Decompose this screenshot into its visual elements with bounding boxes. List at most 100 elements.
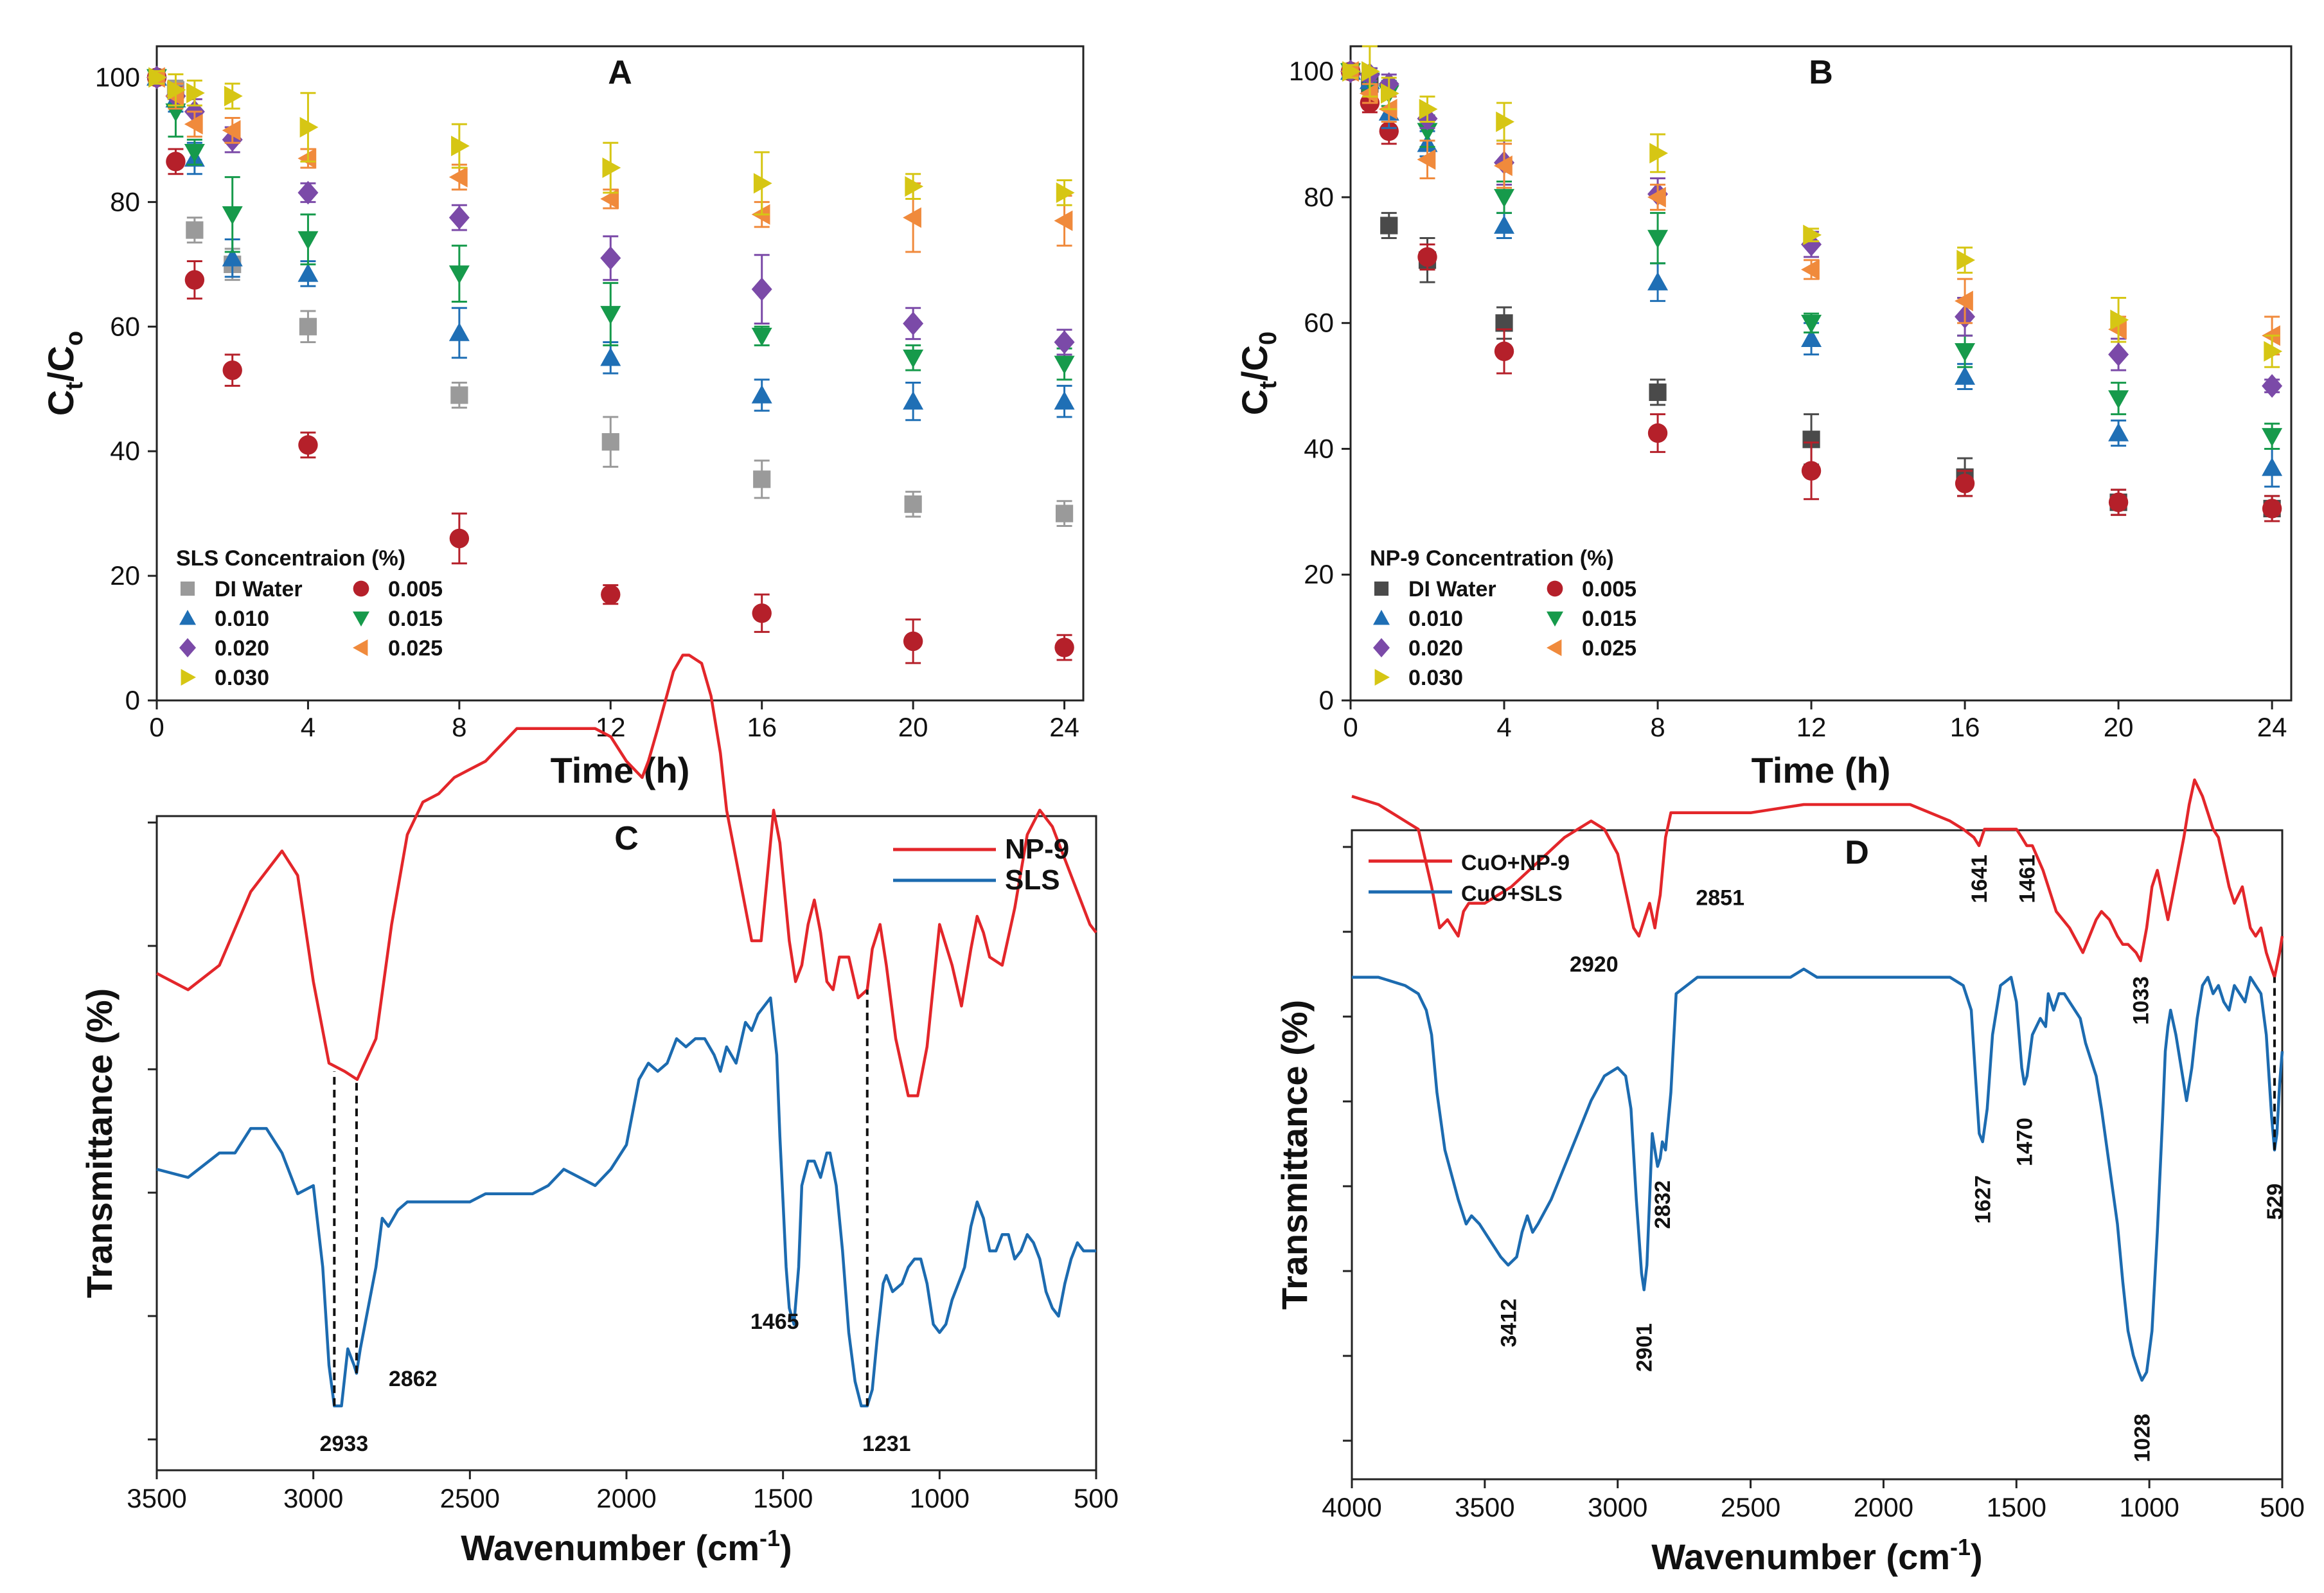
data-point <box>1649 383 1667 401</box>
y-tick-label: 20 <box>1304 559 1334 589</box>
y-axis-label: Transmittance (%) <box>79 988 120 1298</box>
legend-label: 0.015 <box>388 607 443 631</box>
x-axis-label-superscript: -1 <box>759 1525 780 1551</box>
panel-title: A <box>608 54 632 91</box>
data-point <box>299 117 319 138</box>
peak-label: 1641 <box>1967 855 1992 903</box>
data-point <box>2264 341 2283 362</box>
series-0-005 <box>1340 61 2282 522</box>
x-tick-label: 500 <box>2260 1492 2305 1522</box>
data-point <box>1380 83 1399 104</box>
data-point <box>903 207 921 228</box>
data-point <box>1494 215 1515 234</box>
peak-label: 529 <box>2263 1184 2287 1220</box>
data-point <box>167 79 186 100</box>
x-tick-label: 24 <box>1049 712 1079 742</box>
legend-marker <box>1374 581 1389 596</box>
data-point <box>1803 224 1822 245</box>
spectrum-cuo-sls <box>1352 967 2284 1382</box>
x-tick-label: 12 <box>1796 712 1827 742</box>
x-tick-label: 4 <box>301 712 315 742</box>
legend-marker <box>1547 611 1563 627</box>
legend-label: 0.005 <box>1582 577 1637 601</box>
legend-marker <box>179 610 196 625</box>
y-tick-label: 60 <box>110 311 140 341</box>
y-axis-label-subscript: 0 <box>1255 332 1282 345</box>
data-point <box>2108 319 2127 340</box>
data-point <box>1647 229 1669 249</box>
y-axis-label-part: C <box>40 390 81 416</box>
x-tick-label: 3000 <box>283 1483 343 1513</box>
data-point <box>448 206 470 230</box>
x-tick-label: 4000 <box>1322 1492 1381 1522</box>
data-point <box>1801 328 1822 347</box>
legend-label: NP-9 <box>1005 833 1069 865</box>
data-point <box>1649 143 1669 164</box>
y-axis-label-part: /C <box>40 346 81 382</box>
x-axis-label-superscript: -1 <box>1950 1534 1971 1560</box>
x-axis-label-part: Wavenumber (cm <box>1651 1536 1950 1577</box>
spectrum-sls <box>156 996 1096 1408</box>
data-point <box>2262 428 2283 447</box>
data-point <box>752 603 772 623</box>
data-point <box>751 328 772 346</box>
data-point <box>1054 637 1074 657</box>
series-0-030 <box>148 67 1075 216</box>
peak-label: 1028 <box>2131 1414 2155 1463</box>
panel-title: D <box>1845 834 1869 871</box>
data-point <box>751 277 772 301</box>
peak-label: 2920 <box>1570 952 1619 977</box>
data-point <box>450 386 468 404</box>
x-tick-label: 3500 <box>1455 1492 1514 1522</box>
x-tick-label: 16 <box>1950 712 1980 742</box>
panel-d: 4000 3500 3000 2500 2000 1500 1000 500 D Wavenumb… <box>1274 778 2305 1577</box>
peak-label: 3412 <box>1496 1299 1521 1348</box>
peak-label: 2933 <box>319 1432 368 1456</box>
data-point <box>297 181 319 205</box>
data-point <box>224 85 243 107</box>
data-point <box>1955 474 1975 494</box>
data-point <box>2262 499 2282 519</box>
data-point <box>1647 423 1668 443</box>
data-point <box>1417 247 1437 267</box>
y-axis-label-subscript: t <box>61 382 88 390</box>
data-point <box>2262 374 2283 398</box>
data-point <box>166 152 186 172</box>
peak-label: 1627 <box>1971 1175 1996 1224</box>
spectrum-np-9 <box>155 654 1097 1098</box>
panel-title: C <box>614 820 639 857</box>
data-point <box>448 322 470 341</box>
x-tick-label: 3000 <box>1588 1492 1647 1522</box>
x-axis-label: Wavenumber (cm-1) <box>1651 1534 1982 1577</box>
data-point <box>753 173 772 194</box>
data-point <box>1801 314 1822 334</box>
data-point <box>1419 98 1438 120</box>
data-point <box>600 306 621 325</box>
y-tick-label: 80 <box>110 186 140 217</box>
x-tick-label: 500 <box>1074 1483 1119 1513</box>
data-point <box>602 157 621 179</box>
peak-label: 1461 <box>2015 855 2039 903</box>
data-point <box>1055 504 1074 522</box>
x-tick-label: 0 <box>1343 712 1358 742</box>
legend-marker <box>1373 638 1390 657</box>
series-0-005 <box>146 67 1074 664</box>
y-tick-label: 0 <box>1319 685 1334 715</box>
data-point <box>1956 249 1976 271</box>
x-tick-label: 2000 <box>1854 1492 1913 1522</box>
x-axis-label-part: ) <box>1971 1536 1983 1577</box>
x-tick-label: 8 <box>452 712 466 742</box>
data-point <box>751 384 772 404</box>
spectrum-cuo-np-9 <box>1351 778 2284 979</box>
data-point <box>1054 330 1075 354</box>
data-point <box>1342 61 1361 82</box>
y-tick-label: 100 <box>95 62 140 92</box>
data-point <box>1801 461 1822 481</box>
peak-label: 2851 <box>1696 885 1744 910</box>
data-point <box>184 270 205 290</box>
peak-label: 1231 <box>862 1432 911 1456</box>
plot-frame <box>155 45 1085 702</box>
data-point <box>1056 182 1075 203</box>
data-point <box>1054 210 1073 231</box>
